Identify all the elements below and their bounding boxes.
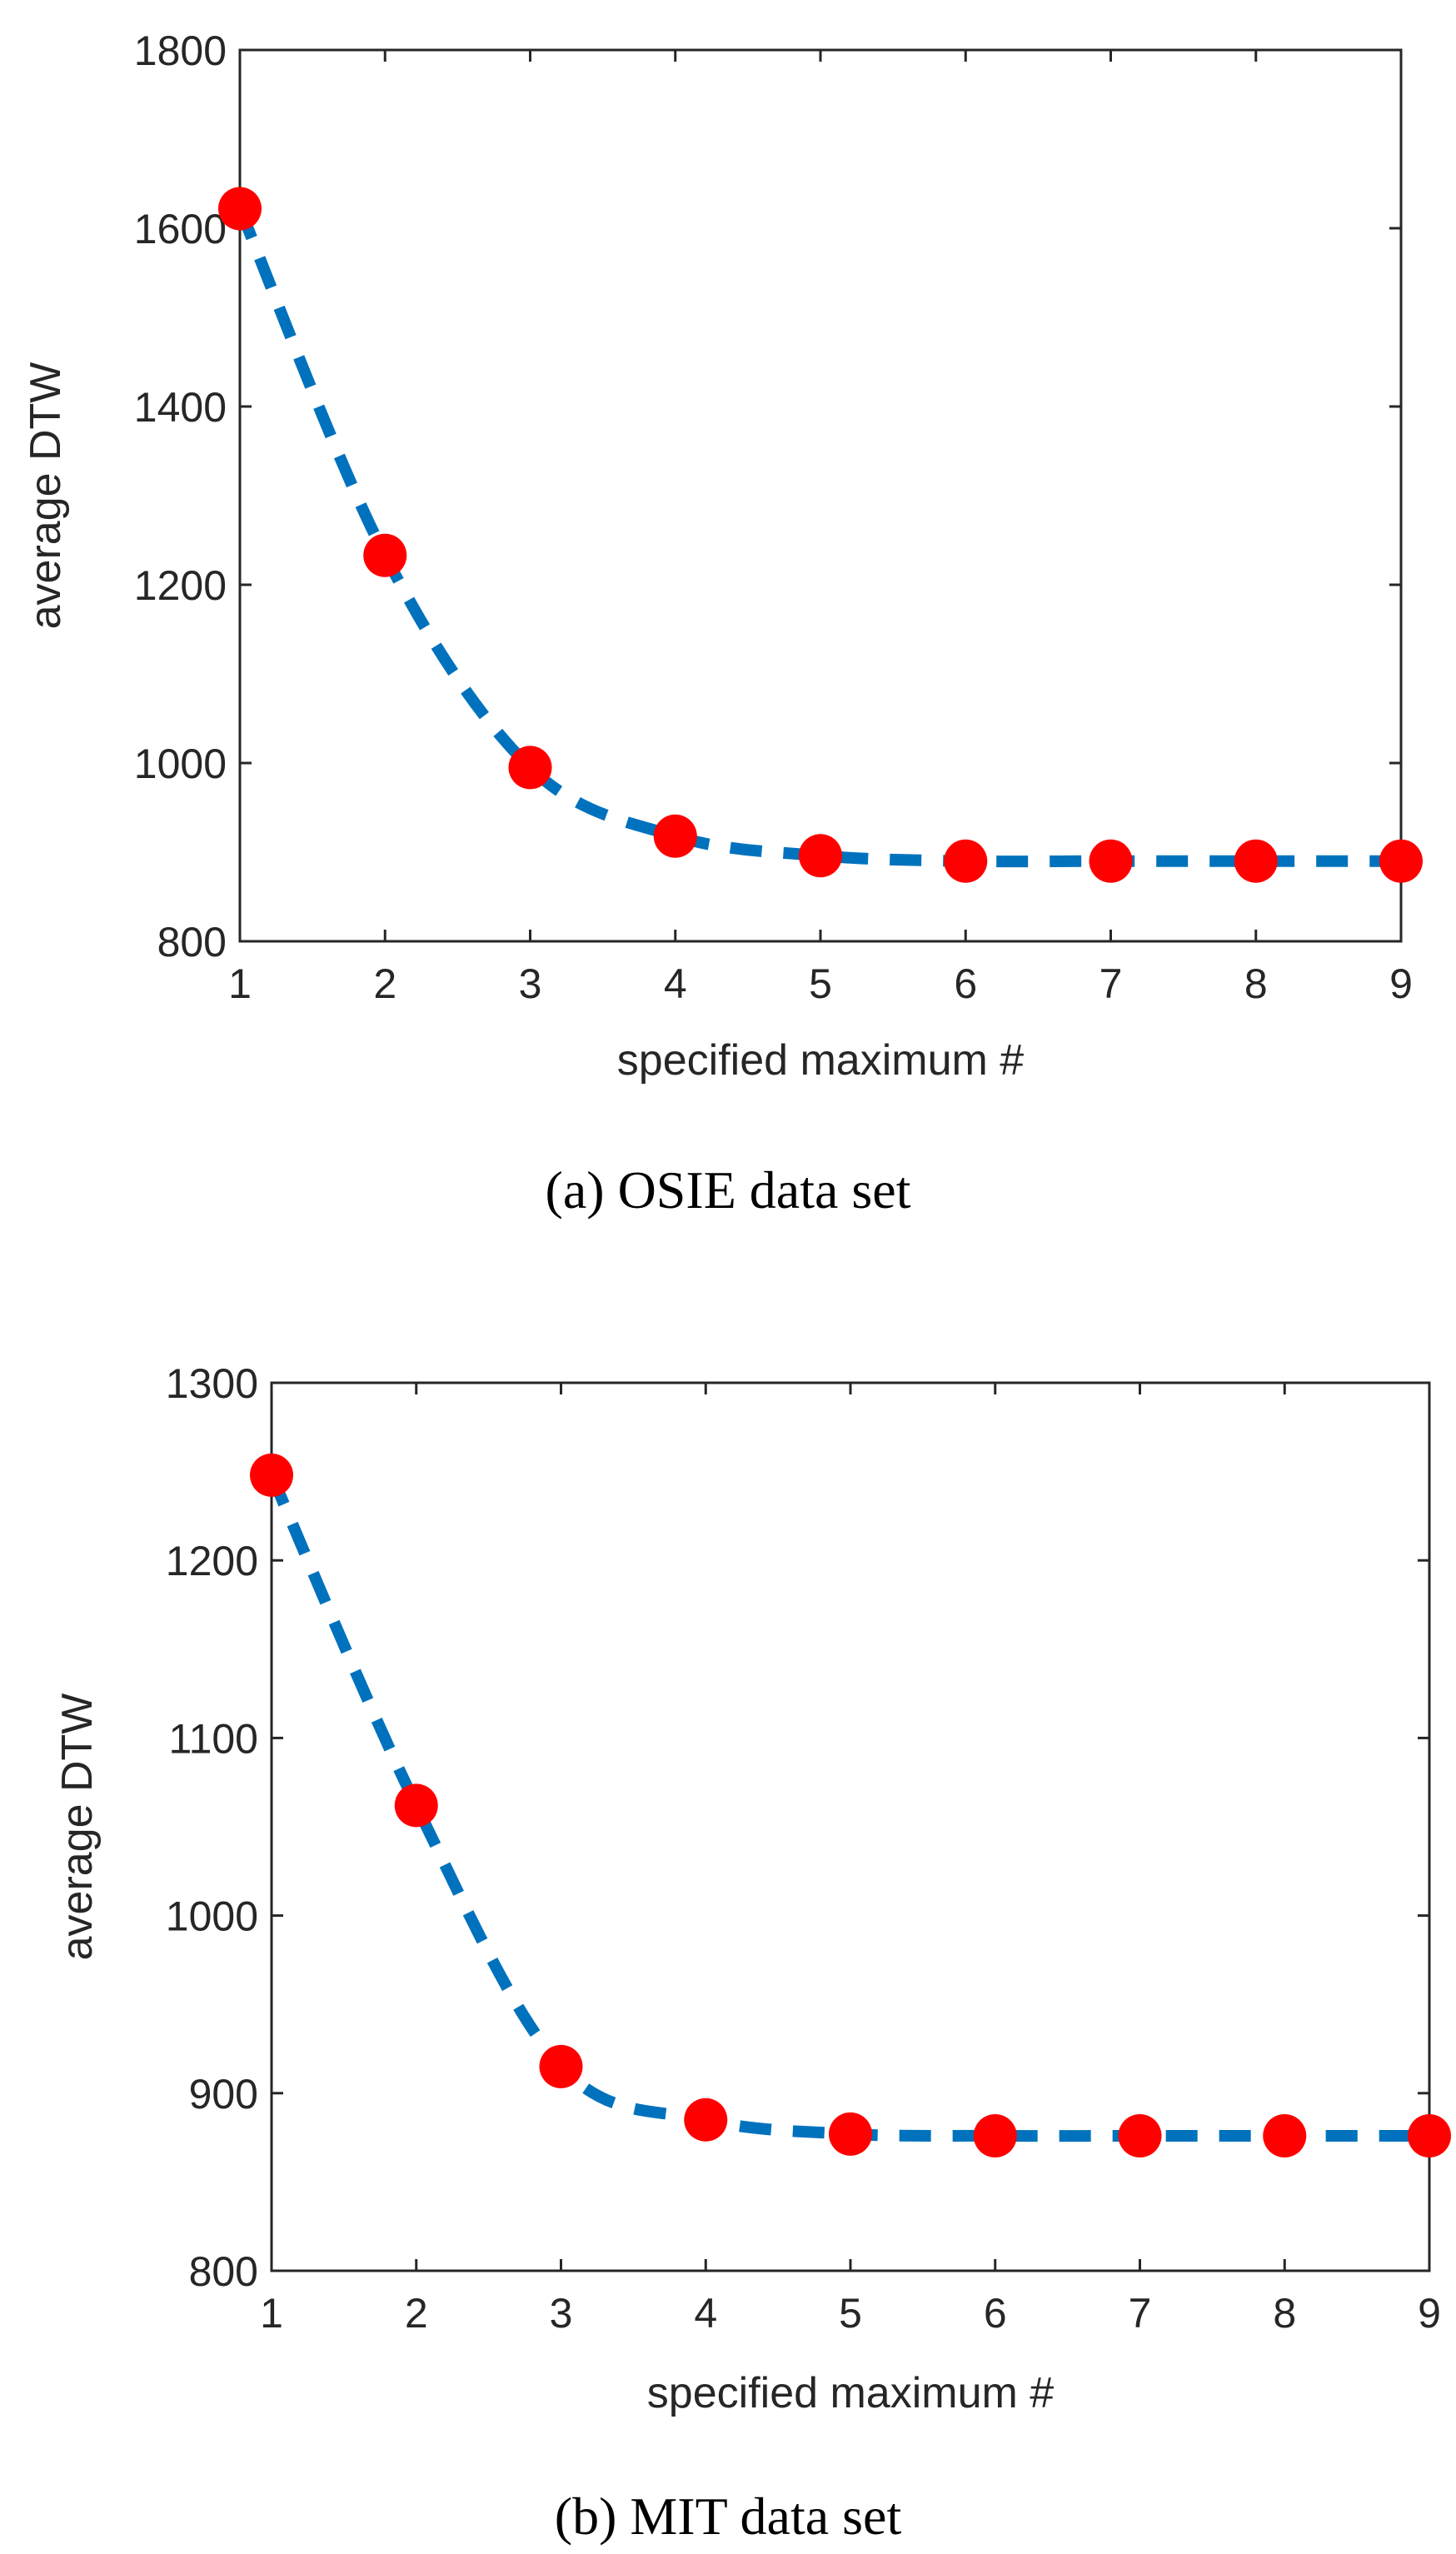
chart-1-x-tick-label-8: 9 (1418, 2290, 1441, 2337)
chart-0-y-tick-label-1: 1000 (134, 741, 227, 787)
chart-0-y-tick-label-4: 1600 (134, 206, 227, 252)
chart-osie: 1 2 3 4 5 6 7 8 9 800 1000 1200 1400 1600 1800 specifie… (22, 27, 1423, 1220)
chart-1-x-tick-label-7: 8 (1273, 2290, 1296, 2337)
chart-1-data-point-1 (394, 1783, 438, 1828)
chart-1-y-axis-label: average DTW (53, 1694, 102, 1961)
chart-1-series-line-0 (266, 1473, 1429, 2142)
chart-1-x-tick-label-6: 7 (1129, 2290, 1152, 2337)
chart-0-x-tick-label-8: 9 (1389, 960, 1413, 1007)
chart-0-axes-box (238, 48, 1403, 943)
chart-1-data-point-5 (973, 2113, 1017, 2157)
chart-0-y-tick-label-2: 1200 (134, 562, 227, 609)
chart-0-x-tick-label-2: 3 (519, 960, 542, 1007)
chart-0-y-tick-label-5: 1800 (134, 27, 227, 74)
chart-1-data-point-7 (1263, 2113, 1307, 2157)
chart-0-data-point-8 (1379, 839, 1423, 883)
chart-0-x-tick-label-4: 5 (809, 960, 832, 1007)
chart-1-caption: (b) MIT data set (555, 2487, 902, 2546)
chart-mit: 1 2 3 4 5 6 7 8 9 800 900 1000 1100 1200 1300 specified… (53, 1360, 1451, 2546)
chart-0-data-point-7 (1234, 839, 1278, 883)
chart-0-data-point-4 (799, 834, 842, 878)
chart-1-y-tick-label-0: 800 (189, 2248, 258, 2295)
chart-1-x-axis-label: specified maximum # (647, 2369, 1054, 2417)
chart-1-y-tick-label-4: 1200 (166, 1538, 258, 1584)
chart-0-x-axis-label: specified maximum # (617, 1036, 1024, 1085)
chart-0-data-point-1 (363, 533, 407, 577)
chart-0-x-tick-label-7: 8 (1244, 960, 1268, 1007)
chart-1-x-tick-label-0: 1 (260, 2290, 283, 2337)
chart-1-x-tick-label-1: 2 (405, 2290, 428, 2337)
chart-0-data-point-3 (653, 814, 697, 858)
chart-1-y-tick-label-2: 1000 (166, 1893, 258, 1940)
chart-0-data-point-6 (1089, 839, 1133, 883)
chart-1-data-point-2 (539, 2044, 583, 2088)
chart-1-y-tick-label-5: 1300 (166, 1360, 258, 1407)
chart-0-x-tick-label-3: 4 (664, 960, 687, 1007)
chart-1-x-tick-label-5: 6 (984, 2290, 1007, 2337)
chart-0-data-point-2 (508, 746, 552, 790)
chart-1-y-tick-label-3: 1100 (168, 1715, 258, 1762)
chart-1-y-tick-label-1: 900 (189, 2071, 258, 2118)
chart-0-x-tick-label-0: 1 (228, 960, 252, 1007)
chart-1-data-point-6 (1118, 2113, 1162, 2157)
chart-1-x-tick-label-3: 4 (694, 2290, 717, 2337)
chart-0-caption: (a) OSIE data set (546, 1160, 911, 1220)
chart-1-data-point-3 (684, 2098, 728, 2142)
chart-0-x-tick-label-1: 2 (373, 960, 396, 1007)
chart-1-x-tick-label-2: 3 (550, 2290, 573, 2337)
chart-1-data-point-4 (829, 2112, 872, 2156)
chart-1-data-point-8 (1408, 2113, 1451, 2157)
chart-1-data-point-0 (250, 1453, 293, 1497)
chart-0-y-axis-label: average DTW (22, 362, 70, 630)
chart-1-x-tick-label-4: 5 (839, 2290, 862, 2337)
chart-0-x-tick-label-6: 7 (1099, 960, 1123, 1007)
chart-0-series-line-0 (234, 206, 1401, 868)
chart-0-y-tick-label-0: 800 (157, 919, 227, 965)
chart-0-y-tick-label-3: 1400 (134, 384, 227, 431)
chart-0-data-point-5 (944, 839, 988, 883)
chart-0-data-point-0 (218, 187, 262, 231)
chart-0-x-tick-label-5: 6 (954, 960, 977, 1007)
